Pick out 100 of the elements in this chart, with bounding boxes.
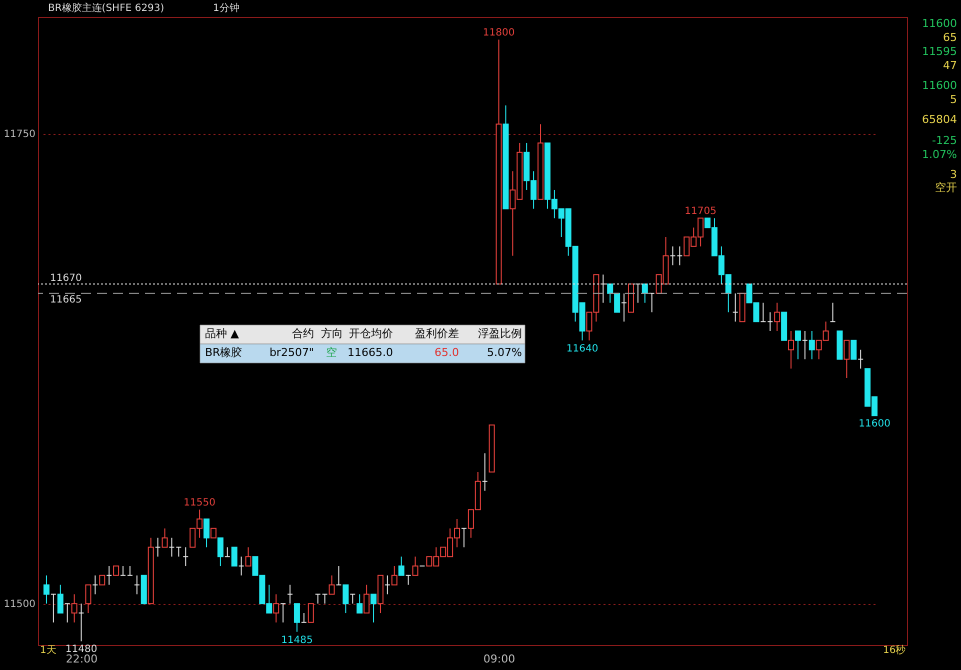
annotation: 盈利价差	[415, 327, 459, 340]
annotation: 11550	[184, 498, 216, 509]
candlestick	[314, 594, 321, 604]
candlestick	[328, 574, 335, 595]
candlestick	[412, 556, 418, 576]
candlestick	[336, 566, 342, 586]
candlestick	[134, 574, 140, 595]
candlestick	[106, 566, 112, 586]
annotation: 11485	[281, 634, 313, 646]
annotation: br2507"	[269, 346, 314, 359]
candlestick	[607, 283, 614, 304]
candlestick	[850, 340, 857, 360]
text: 11600	[922, 17, 957, 30]
candlestick	[280, 603, 286, 623]
candlestick	[808, 330, 815, 360]
candlestick	[370, 594, 377, 623]
candlestick	[162, 528, 168, 548]
candlestick	[760, 302, 766, 322]
text: 47	[943, 59, 957, 72]
candlestick	[767, 312, 774, 332]
candlestick	[670, 246, 676, 266]
candlestick	[405, 574, 412, 586]
ref-line-label: 11670	[50, 272, 82, 284]
candlestick	[308, 603, 314, 623]
candlestick	[176, 546, 182, 558]
candlestick	[57, 584, 64, 614]
annotation: 5.07%	[487, 346, 522, 359]
annotation: 11800	[482, 28, 515, 39]
annotation: 空	[326, 346, 337, 359]
annotation: 品种 ▲	[205, 327, 240, 340]
candlestick	[224, 546, 230, 558]
candlestick	[350, 594, 356, 604]
annotation: 65.0	[434, 346, 459, 359]
candlestick	[384, 574, 390, 595]
candlestick	[238, 556, 244, 576]
candlestick	[732, 292, 738, 322]
candlestick	[273, 594, 280, 623]
candlestick	[168, 537, 175, 558]
chart-title: BR橡胶主连(SHFE 6293)	[48, 2, 164, 14]
annotation: 11480	[65, 644, 98, 656]
candlestick	[85, 584, 92, 614]
candlestick	[217, 537, 224, 567]
annotation: 1天	[40, 645, 56, 656]
text: 空开	[935, 181, 957, 194]
x-tick-label: 09:00	[483, 652, 516, 666]
text: 11595	[922, 45, 957, 58]
candlestick	[391, 566, 398, 586]
candlestick	[342, 584, 349, 614]
candlestick	[64, 603, 70, 623]
candlestick	[126, 566, 133, 576]
candlestick	[300, 612, 307, 623]
candlestick	[113, 566, 120, 576]
candlestick	[676, 246, 683, 266]
x-tick-label: 22:00	[66, 652, 98, 666]
chart-subtitle: 1分钟	[213, 2, 240, 14]
text: 3	[950, 168, 957, 181]
candlestick	[50, 594, 56, 623]
text: -125	[932, 134, 957, 147]
candlestick	[356, 594, 363, 614]
text: 65	[943, 31, 957, 44]
candlestick	[71, 594, 78, 623]
candlestick	[621, 292, 628, 322]
annotation: 11665.0	[348, 346, 393, 359]
annotation: 方向	[321, 327, 343, 340]
candlestick	[78, 603, 84, 642]
candlestick	[364, 584, 370, 614]
candlestick	[204, 518, 210, 548]
candlestick	[154, 537, 161, 558]
candlestick	[788, 330, 794, 370]
candlestick	[794, 330, 801, 360]
candlestick	[774, 302, 780, 332]
annotation: 11600	[858, 418, 890, 430]
text: 5	[950, 93, 957, 106]
annotation: 合约	[292, 327, 314, 340]
candlestick	[287, 584, 294, 604]
candlestick	[844, 340, 850, 379]
y-tick-label: 11750	[4, 129, 36, 140]
candlestick	[43, 574, 50, 604]
candlestick	[322, 594, 328, 604]
candlestick	[99, 574, 106, 586]
text: 16秒	[883, 644, 906, 656]
annotation: 开仓均价	[349, 327, 393, 340]
candlestick	[210, 528, 216, 538]
candlestick	[614, 292, 620, 313]
candlestick	[231, 546, 238, 567]
candlestick	[830, 302, 836, 322]
text: 1.07%	[922, 148, 957, 161]
candlestick	[245, 546, 252, 567]
annotation: 浮盈比例	[478, 327, 522, 340]
candlestick	[398, 556, 404, 576]
candlestick	[294, 603, 300, 632]
candlestick	[182, 546, 189, 567]
annotation: 11640	[566, 343, 598, 354]
y-tick-label: 11500	[4, 599, 36, 610]
candlestick	[482, 452, 488, 492]
ref-line-label: 11665	[50, 294, 82, 306]
annotation: BR橡胶	[205, 346, 242, 359]
text: 11600	[922, 79, 957, 92]
text: 65804	[922, 113, 957, 126]
candlestick	[92, 574, 98, 595]
